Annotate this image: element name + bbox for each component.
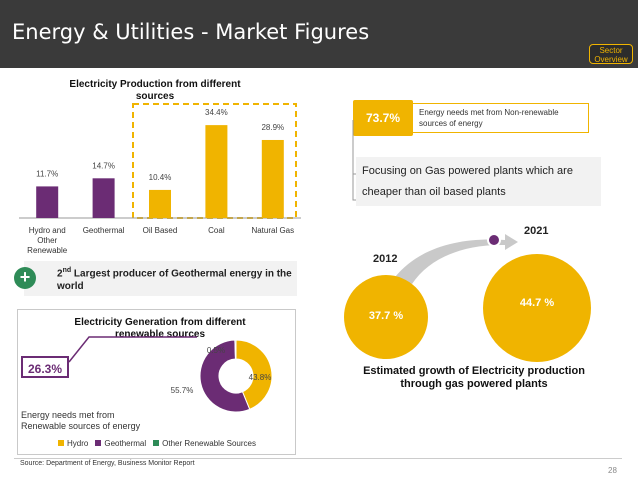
bar-category-3: Coal: [208, 226, 225, 235]
legend-item-0: Hydro: [58, 439, 88, 448]
legend-item-1: Geothermal: [95, 439, 146, 448]
donut-label-1: 55.7%: [171, 386, 194, 395]
bar-3: [205, 125, 228, 218]
legend-label-0: Hydro: [67, 439, 89, 448]
renewable-connector: [69, 336, 197, 363]
footer-divider: [14, 458, 622, 459]
bar-category-0: Hydro and Other Renewable: [27, 226, 68, 255]
source-note: Source: Department of Energy, Business M…: [20, 460, 195, 467]
gas-note-box: [356, 157, 601, 206]
donut-slice-1: [199, 339, 251, 413]
donut-label-0: 43.8%: [249, 373, 272, 382]
plus-icon: +: [14, 267, 36, 289]
donut-legend: Hydro Geothermal Other Renewable Sources: [58, 439, 278, 448]
bar-1: [92, 178, 115, 218]
bar-0: [36, 186, 59, 218]
geothermal-note-text: 2nd Largest producer of Geothermal energ…: [57, 267, 292, 293]
gas-note-text: Focusing on Gas powered plants which are…: [362, 165, 573, 198]
growth-bubbles: [344, 233, 591, 362]
legend-swatch-0: [58, 440, 64, 446]
legend-item-2: Other Renewable Sources: [153, 439, 256, 448]
header-bar: [0, 0, 638, 68]
page-title: Energy & Utilities - Market Figures: [12, 20, 370, 44]
bar-category-4: Natural Gas: [251, 226, 295, 235]
arrow-dot: [487, 233, 501, 247]
bar-chart-title: Electricity Production from different so…: [69, 79, 241, 102]
donut-chart: 43.8% 55.7% 0.5%: [171, 339, 273, 413]
nonrenewable-badge: 73.7%: [353, 100, 413, 136]
bar-value-label-3: 34.4%: [205, 108, 228, 117]
sector-overview-button[interactable]: Sector Overview: [589, 44, 633, 64]
renewable-caption: Energy needs met from Renewable sources …: [21, 410, 141, 431]
nonrenewable-caption: Energy needs met from Non-renewable sour…: [419, 108, 559, 128]
bubble-2021: [483, 254, 591, 362]
renewable-badge: 26.3%: [21, 356, 69, 378]
highlight-box: [132, 103, 297, 219]
page-number: 28: [608, 466, 617, 475]
bar-chart: 11.7% 14.7% 10.4% 34.4% 28.9%: [19, 103, 301, 219]
bubble-2021-label: 44.7 %: [519, 297, 555, 309]
bubble-2012-label: 37.7 %: [368, 310, 404, 322]
bar-2: [149, 189, 171, 218]
bubble-2012: [344, 275, 428, 359]
legend-swatch-1: [95, 440, 102, 446]
bar-category-1: Geothermal: [82, 226, 125, 235]
bar-value-label-4: 28.9%: [261, 123, 284, 132]
bar-value-label-0: 11.7%: [36, 169, 58, 178]
geothermal-note: [24, 261, 297, 296]
legend-swatch-2: [153, 440, 160, 446]
legend-label-2: Other Renewable Sources: [162, 439, 256, 448]
year-2012: 2012: [373, 253, 398, 265]
bar-value-label-2: 10.4%: [149, 173, 172, 182]
bar-4: [261, 139, 284, 218]
nonrenewable-box: [353, 103, 589, 133]
bar-value-label-1: 14.7%: [92, 161, 115, 170]
legend-label-1: Geothermal: [104, 439, 147, 448]
growth-arrow: [395, 234, 518, 284]
donut-chart-title: Electricity Generation from different re…: [74, 317, 246, 340]
donut-slice-2: [234, 339, 237, 360]
growth-title: Estimated growth of Electricity producti…: [363, 365, 585, 390]
bar-category-labels: Hydro and Other Renewable Geothermal Oil B…: [15, 226, 305, 256]
donut-panel: [17, 309, 296, 455]
donut-label-2: 0.5%: [207, 346, 225, 355]
year-2021: 2021: [524, 225, 549, 237]
bar-category-2: Oil Based: [142, 226, 178, 235]
donut-slice-0: [235, 339, 273, 410]
